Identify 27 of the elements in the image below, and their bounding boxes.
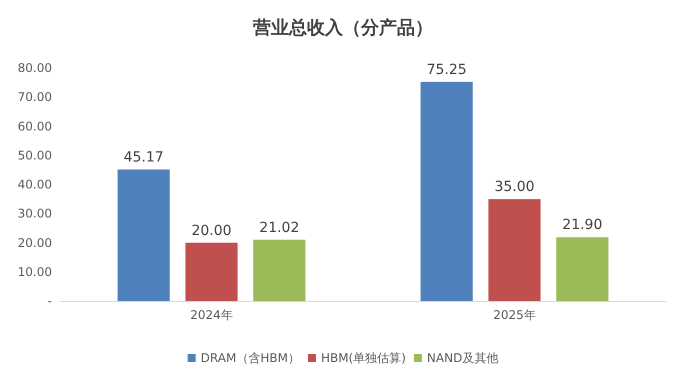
- legend-label: DRAM（含HBM）: [200, 351, 300, 365]
- x-tick-label: 2025年: [493, 308, 536, 322]
- data-label: 75.25: [426, 62, 467, 78]
- y-tick-label: 50.00: [18, 148, 52, 162]
- y-tick-label: 20.00: [18, 236, 52, 250]
- legend-label: HBM(单独估算): [320, 351, 406, 365]
- bar: [118, 169, 170, 301]
- bar: [253, 240, 306, 301]
- x-tick-label: 2024年: [190, 308, 233, 322]
- data-label: 21.02: [259, 220, 300, 236]
- data-label: 21.90: [562, 217, 602, 234]
- y-tick-label: 40.00: [18, 178, 52, 192]
- y-tick-label: 10.00: [18, 264, 52, 279]
- bar: [556, 237, 608, 301]
- bar: [488, 199, 541, 301]
- bar: [420, 82, 473, 301]
- bar: [185, 242, 238, 301]
- data-label: 45.17: [124, 149, 164, 166]
- legend-label: NAND及其他: [426, 351, 498, 365]
- data-label: 35.00: [494, 179, 535, 196]
- y-tick-label: 60.00: [18, 119, 52, 134]
- y-tick-label: 80.00: [18, 61, 52, 75]
- y-tick-label: 30.00: [18, 206, 52, 221]
- chart-title: 营业总收入（分产品）: [252, 18, 433, 38]
- data-label: 20.00: [191, 222, 232, 239]
- y-tick-label: -: [48, 294, 52, 308]
- y-tick-label: 70.00: [18, 90, 52, 104]
